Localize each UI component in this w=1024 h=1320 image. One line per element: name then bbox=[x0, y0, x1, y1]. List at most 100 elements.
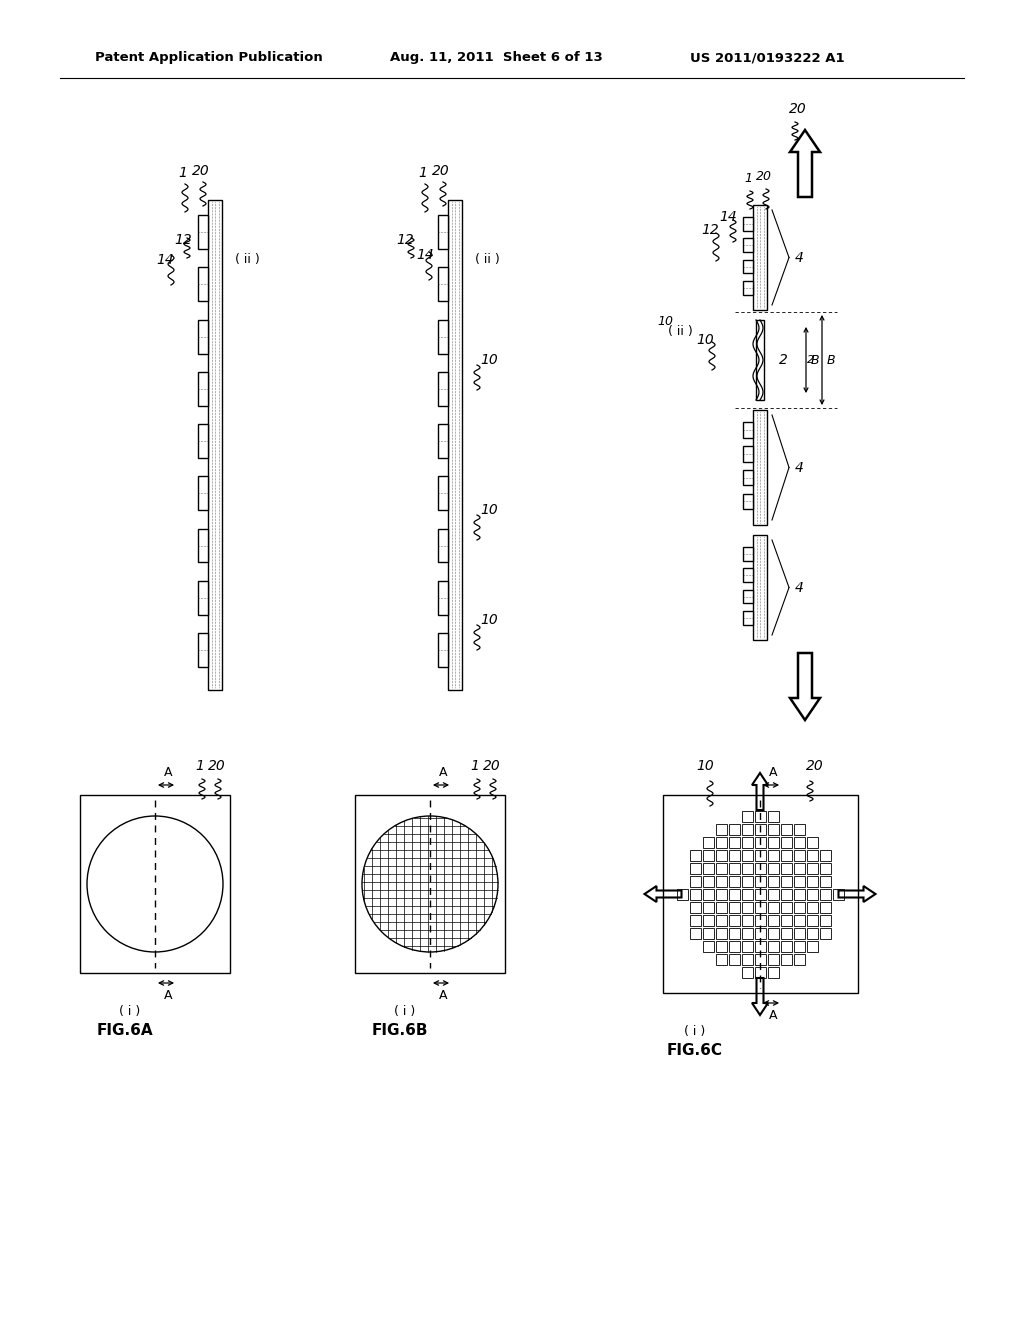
Bar bbox=[198, 319, 208, 354]
Bar bbox=[780, 824, 792, 834]
Bar bbox=[702, 850, 714, 861]
Bar bbox=[741, 928, 753, 939]
Bar bbox=[780, 953, 792, 965]
Bar bbox=[728, 824, 739, 834]
Bar bbox=[449, 201, 462, 690]
Text: 1: 1 bbox=[471, 759, 479, 774]
Text: 1: 1 bbox=[178, 166, 187, 180]
Bar bbox=[728, 837, 739, 847]
Bar bbox=[768, 915, 778, 925]
Bar bbox=[819, 902, 830, 912]
Bar bbox=[702, 940, 714, 952]
Bar bbox=[768, 810, 778, 821]
Bar bbox=[755, 928, 766, 939]
Bar bbox=[741, 837, 753, 847]
Bar bbox=[780, 940, 792, 952]
Text: 12: 12 bbox=[396, 234, 414, 247]
Bar bbox=[755, 824, 766, 834]
Text: 1: 1 bbox=[419, 166, 427, 180]
Bar bbox=[702, 888, 714, 899]
Bar bbox=[780, 837, 792, 847]
Bar bbox=[794, 850, 805, 861]
Bar bbox=[794, 940, 805, 952]
Text: ( ii ): ( ii ) bbox=[668, 325, 692, 338]
Bar bbox=[743, 216, 753, 231]
Text: ( i ): ( i ) bbox=[394, 1005, 416, 1018]
Text: 10: 10 bbox=[480, 352, 498, 367]
Bar bbox=[768, 850, 778, 861]
Bar bbox=[741, 915, 753, 925]
Bar bbox=[741, 953, 753, 965]
Text: 20: 20 bbox=[756, 170, 772, 183]
Bar bbox=[794, 862, 805, 874]
Bar bbox=[807, 837, 817, 847]
Bar bbox=[768, 902, 778, 912]
Bar bbox=[355, 795, 505, 973]
Bar bbox=[728, 953, 739, 965]
Bar bbox=[755, 810, 766, 821]
Bar bbox=[768, 940, 778, 952]
Bar bbox=[438, 319, 449, 354]
Bar bbox=[728, 862, 739, 874]
Bar bbox=[743, 239, 753, 252]
Text: B: B bbox=[827, 354, 836, 367]
Bar bbox=[716, 875, 726, 887]
Bar bbox=[807, 850, 817, 861]
Bar bbox=[833, 888, 844, 899]
Bar bbox=[755, 902, 766, 912]
Bar bbox=[689, 902, 700, 912]
Bar bbox=[755, 940, 766, 952]
Bar bbox=[702, 837, 714, 847]
Text: 10: 10 bbox=[696, 333, 714, 347]
Bar bbox=[716, 888, 726, 899]
Bar bbox=[689, 850, 700, 861]
Text: 10: 10 bbox=[696, 759, 714, 774]
Bar bbox=[819, 888, 830, 899]
Bar bbox=[198, 477, 208, 511]
Bar bbox=[198, 268, 208, 301]
Text: B: B bbox=[811, 354, 819, 367]
Bar bbox=[794, 888, 805, 899]
Bar bbox=[755, 862, 766, 874]
Text: Aug. 11, 2011  Sheet 6 of 13: Aug. 11, 2011 Sheet 6 of 13 bbox=[390, 51, 603, 65]
Bar bbox=[743, 546, 753, 561]
Bar bbox=[807, 875, 817, 887]
Text: 20: 20 bbox=[483, 759, 501, 774]
Bar bbox=[80, 795, 230, 973]
Bar bbox=[741, 824, 753, 834]
Text: 14: 14 bbox=[416, 248, 434, 261]
Text: 14: 14 bbox=[719, 210, 737, 224]
Bar bbox=[768, 875, 778, 887]
Bar bbox=[743, 611, 753, 624]
Text: 20: 20 bbox=[208, 759, 226, 774]
Bar bbox=[198, 581, 208, 615]
Bar bbox=[819, 850, 830, 861]
Bar bbox=[716, 850, 726, 861]
Bar bbox=[716, 902, 726, 912]
Bar bbox=[741, 940, 753, 952]
Bar bbox=[689, 928, 700, 939]
Bar bbox=[438, 477, 449, 511]
Bar bbox=[755, 837, 766, 847]
Bar bbox=[755, 953, 766, 965]
Bar bbox=[755, 888, 766, 899]
Text: 12: 12 bbox=[174, 234, 191, 247]
Bar bbox=[702, 902, 714, 912]
Text: US 2011/0193222 A1: US 2011/0193222 A1 bbox=[690, 51, 845, 65]
Bar bbox=[755, 966, 766, 978]
Bar bbox=[702, 862, 714, 874]
Text: 10: 10 bbox=[480, 612, 498, 627]
Bar bbox=[438, 528, 449, 562]
Bar bbox=[819, 862, 830, 874]
Bar bbox=[755, 850, 766, 861]
Text: A: A bbox=[769, 766, 777, 779]
Text: 1: 1 bbox=[196, 759, 205, 774]
Text: FIG.6A: FIG.6A bbox=[96, 1023, 154, 1038]
Text: 20: 20 bbox=[790, 102, 807, 116]
Bar bbox=[741, 966, 753, 978]
Bar bbox=[819, 875, 830, 887]
Bar bbox=[741, 862, 753, 874]
Bar bbox=[807, 902, 817, 912]
Bar bbox=[689, 888, 700, 899]
Bar bbox=[716, 862, 726, 874]
